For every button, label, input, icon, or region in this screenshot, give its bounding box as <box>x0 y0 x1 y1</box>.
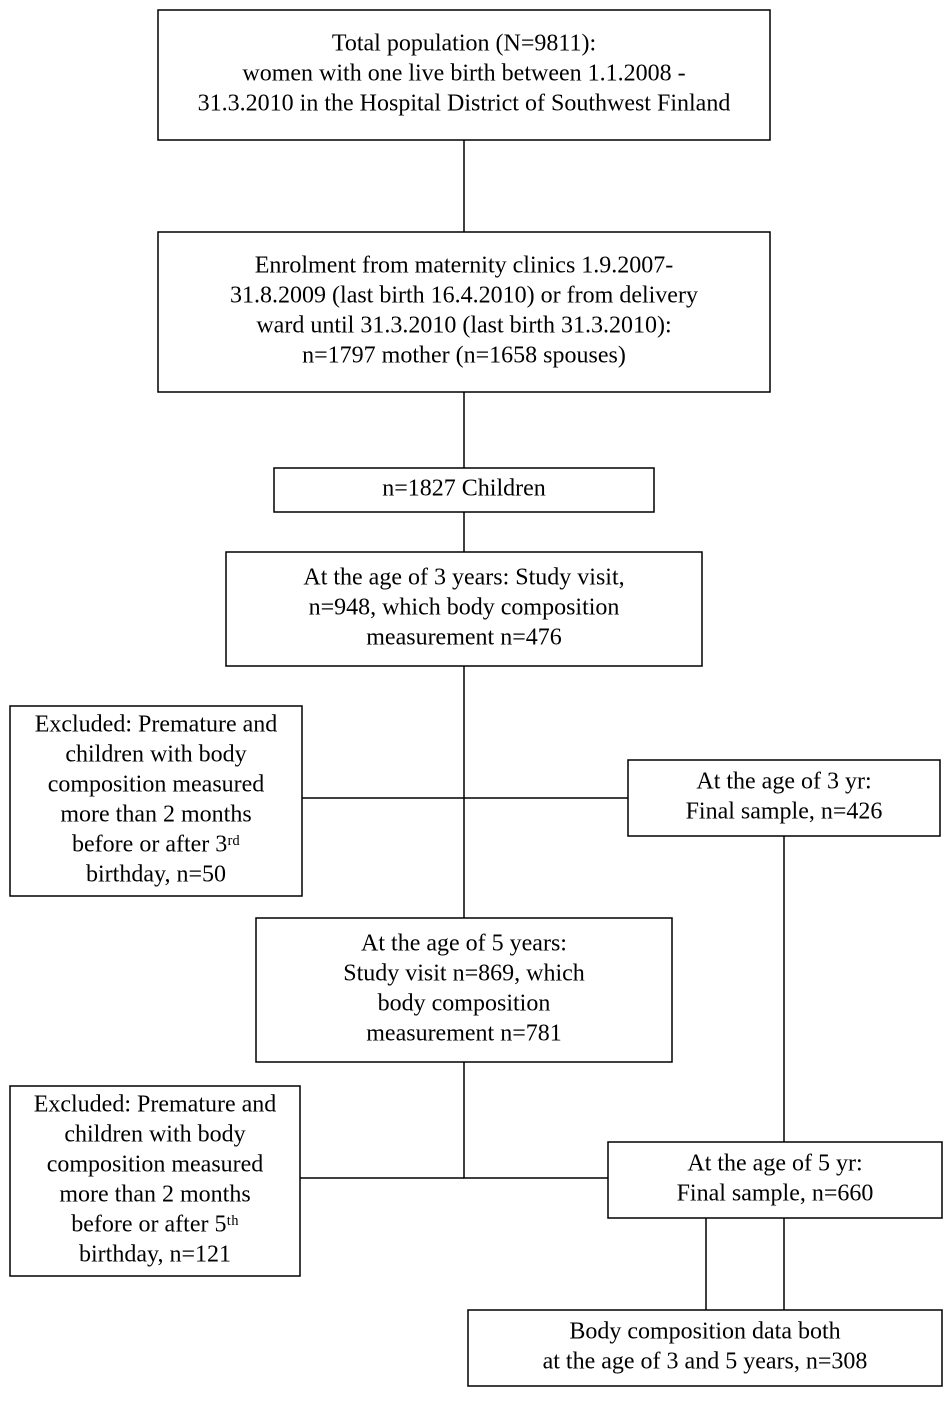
node-n10_both: Body composition data both at the age of … <box>468 1310 942 1386</box>
node-n7_age5_visit-line-3: measurement n=781 <box>366 1021 561 1047</box>
node-n2_enrolment-line-3: n=1797 mother (n=1658 spouses) <box>302 343 626 369</box>
node-n4_age3_visit: At the age of 3 years: Study visit, n=948… <box>226 552 702 666</box>
node-n2_enrolment-line-0: Enrolment from maternity clinics 1.9.200… <box>255 253 674 279</box>
node-n3_children-line-0: n=1827 Children <box>382 476 546 502</box>
node-n5_excl_3yr-line-5: birthday, n=50 <box>86 862 226 888</box>
node-n8_excl_5yr: Excluded: Premature and children with bod… <box>10 1086 300 1276</box>
node-n8_excl_5yr-line-3: more than 2 months <box>59 1182 250 1208</box>
node-n8_excl_5yr-line-0: Excluded: Premature and <box>34 1092 277 1118</box>
node-n7_age5_visit-line-0: At the age of 5 years: <box>361 931 567 957</box>
node-n9_age5_final: At the age of 5 yr: Final sample, n=660 <box>608 1142 942 1218</box>
node-n5_excl_3yr: Excluded: Premature and children with bod… <box>10 706 302 896</box>
node-n4_age3_visit-line-1: n=948, which body composition <box>309 595 620 621</box>
node-n5_excl_3yr-line-3: more than 2 months <box>60 802 251 828</box>
edge-e6 <box>464 1062 608 1178</box>
node-n1_total_pop: Total population (N=9811): women with one… <box>158 10 770 140</box>
node-n5_excl_3yr-line-4: before or after 3ʳᵈ <box>72 832 240 858</box>
node-n3_children: n=1827 Children <box>274 468 654 512</box>
node-n1_total_pop-line-0: Total population (N=9811): <box>332 31 596 57</box>
node-n4_age3_visit-line-2: measurement n=476 <box>366 625 561 651</box>
node-n8_excl_5yr-line-4: before or after 5ᵗʰ <box>71 1212 239 1238</box>
node-n8_excl_5yr-line-2: composition measured <box>47 1152 264 1178</box>
node-n6_age3_final: At the age of 3 yr: Final sample, n=426 <box>628 760 940 836</box>
node-n5_excl_3yr-line-1: children with body <box>65 742 246 768</box>
node-n5_excl_3yr-line-0: Excluded: Premature and <box>35 712 278 738</box>
node-n5_excl_3yr-line-2: composition measured <box>48 772 265 798</box>
node-n7_age5_visit-line-2: body composition <box>378 991 551 1017</box>
node-n7_age5_visit: At the age of 5 years: Study visit n=869,… <box>256 918 672 1062</box>
node-n2_enrolment: Enrolment from maternity clinics 1.9.200… <box>158 232 770 392</box>
node-n2_enrolment-line-1: 31.8.2009 (last birth 16.4.2010) or from… <box>230 283 698 309</box>
node-n7_age5_visit-line-1: Study visit n=869, which <box>343 961 585 987</box>
node-n9_age5_final-line-1: Final sample, n=660 <box>677 1181 874 1207</box>
node-n8_excl_5yr-line-1: children with body <box>64 1122 245 1148</box>
node-n1_total_pop-line-2: 31.3.2010 in the Hospital District of So… <box>198 91 731 117</box>
node-n2_enrolment-line-2: ward until 31.3.2010 (last birth 31.3.20… <box>256 313 671 339</box>
node-n6_age3_final-line-1: Final sample, n=426 <box>686 799 883 825</box>
node-n8_excl_5yr-line-5: birthday, n=121 <box>79 1242 231 1268</box>
node-n9_age5_final-line-0: At the age of 5 yr: <box>687 1151 862 1177</box>
node-n10_both-line-1: at the age of 3 and 5 years, n=308 <box>543 1349 868 1375</box>
node-n10_both-line-0: Body composition data both <box>569 1319 840 1345</box>
node-n6_age3_final-line-0: At the age of 3 yr: <box>696 769 871 795</box>
node-n1_total_pop-line-1: women with one live birth between 1.1.20… <box>242 61 685 87</box>
node-n4_age3_visit-line-0: At the age of 3 years: Study visit, <box>303 565 624 591</box>
